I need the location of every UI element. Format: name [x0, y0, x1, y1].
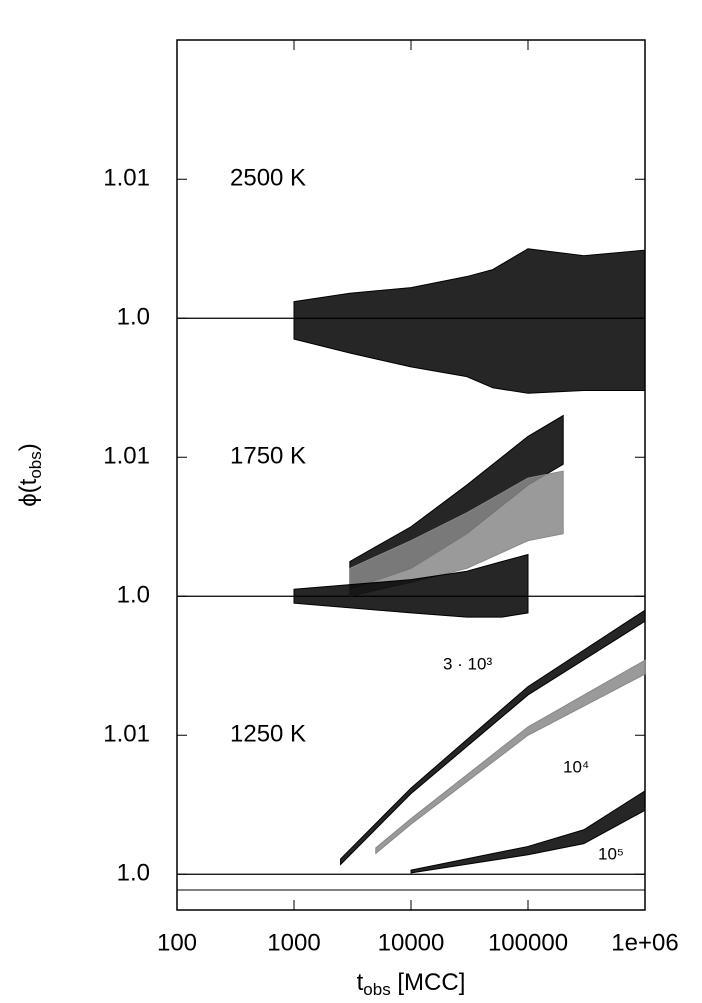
curve-annotation: 10⁴ [563, 757, 589, 776]
scatter-cloud [375, 659, 646, 855]
y-axis-label-part: ) [15, 443, 42, 451]
x-tick-label: 10000 [378, 929, 445, 956]
x-axis-label: tobs [MCC] [357, 969, 466, 999]
curve-annotation: 10⁵ [598, 844, 624, 863]
x-tick-label: 100000 [488, 929, 568, 956]
y-tick-label: 1.01 [103, 443, 150, 470]
x-axis-label-part: [MCC] [391, 969, 466, 996]
y-tick-label: 1.01 [103, 165, 150, 192]
y-tick-label: 1.0 [117, 304, 150, 331]
y-axis-label-part: obs [26, 451, 45, 478]
scatter-cloud [340, 609, 646, 866]
y-tick-label: 1.01 [103, 721, 150, 748]
y-tick-label: 1.0 [117, 860, 150, 887]
x-tick-label: 1e+06 [611, 929, 678, 956]
scatter-cloud [410, 789, 646, 874]
y-tick-label: 1.0 [117, 582, 150, 609]
panel-label: 2500 K [230, 165, 306, 192]
y-axis-label-part: ϕ(t [15, 478, 42, 506]
x-axis-label-part: obs [363, 980, 390, 999]
scatter-cloud [293, 553, 529, 618]
y-axis-label: ϕ(tobs) [15, 443, 45, 507]
scatter-cloud [293, 248, 646, 394]
x-tick-label: 1000 [267, 929, 320, 956]
panel-label: 1750 K [230, 443, 306, 470]
x-tick-label: 100 [157, 929, 197, 956]
panel-label: 1250 K [230, 721, 306, 748]
curve-annotation: 3 · 10³ [443, 654, 492, 673]
x-axis-label-part: t [357, 969, 364, 996]
